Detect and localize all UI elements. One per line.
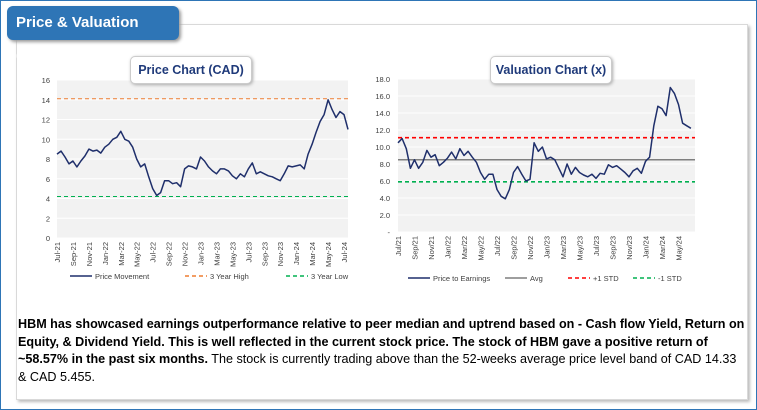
x-tick-label: Jan-23	[197, 242, 206, 265]
commentary: HBM has showcased earnings outperformanc…	[18, 316, 748, 386]
x-tick-label: Mar/22	[460, 236, 469, 259]
y-tick-label: 16	[42, 76, 50, 85]
x-tick-label: Jul/21	[394, 236, 403, 256]
y-tick-label: 14	[42, 96, 50, 105]
y-tick-label: 10	[42, 135, 50, 144]
y-tick-label: 8.0	[380, 160, 390, 169]
x-tick-label: Mar/23	[559, 236, 568, 259]
y-tick-label: 10.0	[375, 143, 390, 152]
y-tick-label: 12.0	[375, 126, 390, 135]
y-tick-label: 4	[46, 195, 50, 204]
x-tick-label: May-22	[133, 242, 142, 267]
legend-label: Price to Earnings	[433, 274, 490, 283]
x-tick-label: May/23	[576, 236, 585, 261]
x-tick-label: Jul-23	[244, 242, 253, 262]
section-title: Price & Valuation Charts	[7, 6, 179, 65]
x-tick-label: Nov/22	[526, 236, 535, 260]
valuation-chart-title: Valuation Chart (x)	[490, 56, 612, 84]
x-tick-label: Jul-21	[53, 242, 62, 262]
legend-label: Price Movement	[95, 272, 150, 281]
x-tick-label: Jan/23	[543, 236, 552, 259]
y-tick-label: 2	[46, 214, 50, 223]
x-tick-label: Jan-24	[292, 242, 301, 265]
x-tick-label: May-23	[228, 242, 237, 267]
y-tick-label: 14.0	[375, 109, 390, 118]
y-tick-label: 16.0	[375, 92, 390, 101]
x-tick-label: Mar-23	[212, 242, 221, 266]
x-tick-label: Jul/22	[493, 236, 502, 256]
y-tick-label: 0	[46, 234, 50, 243]
x-tick-label: Nov/21	[427, 236, 436, 260]
x-tick-label: Nov-23	[276, 242, 285, 266]
y-tick-label: 18.0	[375, 75, 390, 84]
commentary-normal: The stock is currently trading above tha…	[18, 352, 737, 384]
legend-label: -1 STD	[658, 274, 682, 283]
x-tick-label: Mar/24	[658, 236, 667, 259]
x-tick-label: Sep-23	[260, 242, 269, 266]
x-tick-label: Sep/22	[510, 236, 519, 260]
x-tick-label: Nov-22	[181, 242, 190, 266]
y-tick-label: 6.0	[380, 177, 390, 186]
legend-label: 3 Year Low	[311, 272, 349, 281]
y-tick-label: 4.0	[380, 194, 390, 203]
x-tick-label: Jan/24	[642, 236, 651, 259]
series-line	[397, 86, 692, 200]
x-tick-label: Jan/22	[444, 236, 453, 259]
x-tick-label: Jan-22	[101, 242, 110, 265]
y-tick-label: 12	[42, 116, 50, 125]
plot-area	[398, 79, 695, 232]
series-line	[56, 99, 349, 197]
y-tick-label: -	[388, 228, 391, 237]
x-tick-label: Jul/23	[592, 236, 601, 256]
x-tick-label: Sep/23	[609, 236, 618, 260]
y-tick-label: 8	[46, 155, 50, 164]
x-tick-label: May/24	[675, 236, 684, 261]
x-tick-label: May-24	[324, 242, 333, 267]
x-tick-label: Nov/23	[625, 236, 634, 260]
x-tick-label: Sep-21	[69, 242, 78, 266]
legend-label: +1 STD	[593, 274, 619, 283]
x-tick-label: Mar-22	[117, 242, 126, 266]
x-tick-label: May/22	[477, 236, 486, 261]
legend-label: Avg	[530, 274, 543, 283]
y-tick-label: 6	[46, 175, 50, 184]
x-tick-label: Jul-24	[340, 242, 349, 262]
price-chart-title: Price Chart (CAD)	[130, 56, 252, 84]
x-tick-label: Nov-21	[85, 242, 94, 266]
legend-label: 3 Year High	[210, 272, 249, 281]
commentary-bold: HBM has showcased earnings outperformanc…	[18, 317, 745, 366]
x-tick-label: Sep-22	[165, 242, 174, 266]
x-tick-label: Sep/21	[411, 236, 420, 260]
y-tick-label: 2.0	[380, 211, 390, 220]
x-tick-label: Jul-22	[149, 242, 158, 262]
x-tick-label: Mar-24	[308, 242, 317, 266]
